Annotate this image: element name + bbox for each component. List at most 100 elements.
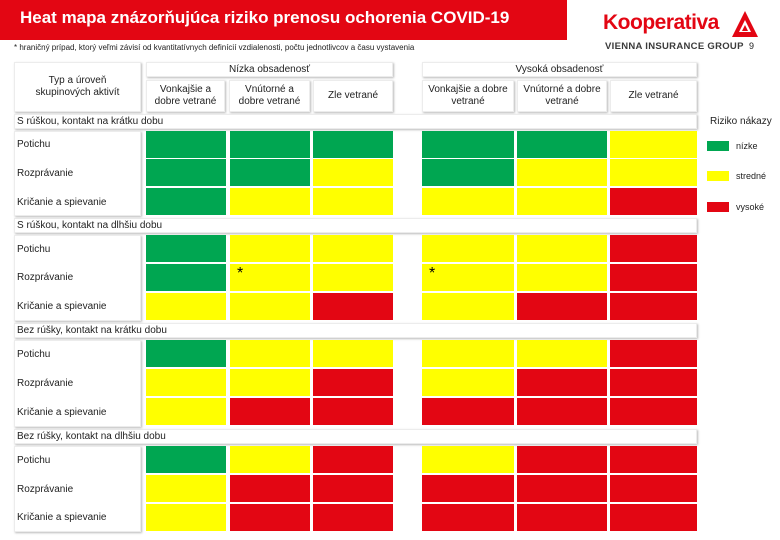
borderline-asterisk: * bbox=[237, 265, 244, 282]
heat-cell bbox=[146, 131, 226, 158]
heat-cell bbox=[422, 475, 514, 502]
heat-cell bbox=[146, 504, 226, 531]
heat-cell bbox=[230, 504, 310, 531]
title-bar bbox=[0, 0, 567, 40]
heat-cell bbox=[422, 159, 514, 186]
heat-cell bbox=[422, 369, 514, 396]
heat-cell bbox=[230, 446, 310, 473]
heat-cell bbox=[422, 188, 514, 215]
col-header-2: Vnútorné a dobre vetrané bbox=[229, 80, 310, 112]
col-header-3: Zle vetrané bbox=[313, 80, 393, 112]
heat-cell bbox=[313, 504, 393, 531]
heat-cell bbox=[313, 340, 393, 367]
heat-cell bbox=[517, 369, 607, 396]
heat-cell bbox=[230, 264, 310, 291]
footnote: * hraničný prípad, ktorý veľmi závisí od… bbox=[14, 43, 415, 52]
row-label: Rozprávanie bbox=[17, 484, 74, 495]
group-label-high: Vysoká obsadenosť bbox=[515, 63, 604, 75]
heat-cell bbox=[610, 235, 697, 262]
heat-cell bbox=[230, 475, 310, 502]
heat-cell bbox=[517, 398, 607, 425]
heat-cell bbox=[146, 340, 226, 367]
heat-cell bbox=[422, 131, 514, 158]
heat-cell bbox=[313, 159, 393, 186]
section-bar-3 bbox=[14, 323, 697, 338]
heat-cell bbox=[146, 293, 226, 320]
heat-cell bbox=[610, 340, 697, 367]
heat-cell bbox=[517, 475, 607, 502]
heat-cell bbox=[146, 264, 226, 291]
col-header-5: Vnútorné a dobre vetrané bbox=[517, 80, 607, 112]
heat-cell bbox=[313, 398, 393, 425]
heat-cell bbox=[610, 293, 697, 320]
legend-title: Riziko nákazy bbox=[710, 116, 772, 127]
heat-cell bbox=[517, 446, 607, 473]
legend-label-high: vysoké bbox=[736, 202, 765, 212]
group-label-low: Nízka obsadenosť bbox=[228, 63, 311, 75]
row-label: Potichu bbox=[17, 139, 51, 150]
borderline-asterisk: * bbox=[429, 265, 436, 282]
row-label-bg bbox=[14, 446, 141, 532]
row-label: Rozprávanie bbox=[17, 378, 74, 389]
heat-cell bbox=[230, 235, 310, 262]
heat-cell bbox=[422, 264, 514, 291]
row-label-bg bbox=[14, 340, 141, 427]
heat-cell bbox=[517, 131, 607, 158]
heat-cell bbox=[230, 293, 310, 320]
heat-cell bbox=[517, 504, 607, 531]
heat-cell bbox=[517, 340, 607, 367]
row-label: Potichu bbox=[17, 349, 51, 360]
page-number: 9 bbox=[749, 41, 755, 51]
heat-cell bbox=[313, 264, 393, 291]
section-bar-4 bbox=[14, 429, 697, 444]
group-header-high: Vysoká obsadenosť bbox=[422, 62, 697, 77]
heat-cell bbox=[422, 235, 514, 262]
logo-wordmark: Kooperativa bbox=[603, 11, 719, 34]
section-label: S rúškou, kontakt na dlhšiu dobu bbox=[17, 220, 163, 231]
heat-cell bbox=[610, 398, 697, 425]
heat-cell bbox=[610, 504, 697, 531]
heat-cell bbox=[146, 159, 226, 186]
heat-cell bbox=[230, 369, 310, 396]
heat-cell bbox=[610, 159, 697, 186]
heat-cell bbox=[313, 131, 393, 158]
heat-cell bbox=[517, 235, 607, 262]
heat-cell bbox=[517, 188, 607, 215]
heat-cell bbox=[422, 293, 514, 320]
row-label: Rozprávanie bbox=[17, 168, 74, 179]
col-header-1: Vonkajšie a dobre vetrané bbox=[146, 80, 225, 112]
heat-cell bbox=[422, 398, 514, 425]
row-label: Rozprávanie bbox=[17, 272, 74, 283]
heat-cell bbox=[313, 235, 393, 262]
logo-tagline: VIENNA INSURANCE GROUP bbox=[605, 41, 744, 52]
legend-swatch-medium bbox=[707, 171, 729, 181]
col-header-4: Vonkajšie a dobre vetrané bbox=[422, 80, 514, 112]
heat-cell bbox=[517, 159, 607, 186]
heat-cell bbox=[313, 188, 393, 215]
row-header-label: Typ a úroveň skupinových aktivít bbox=[35, 75, 120, 98]
heat-cell bbox=[230, 131, 310, 158]
row-label: Potichu bbox=[17, 244, 51, 255]
heat-cell bbox=[230, 188, 310, 215]
row-label: Kričanie a spievanie bbox=[17, 512, 107, 523]
row-label-bg bbox=[14, 235, 141, 321]
heat-cell bbox=[313, 293, 393, 320]
heat-cell bbox=[610, 264, 697, 291]
heat-cell bbox=[146, 235, 226, 262]
heat-cell bbox=[610, 369, 697, 396]
group-header-low: Nízka obsadenosť bbox=[146, 62, 393, 77]
heat-cell bbox=[146, 446, 226, 473]
legend-swatch-low bbox=[707, 141, 729, 151]
heat-cell bbox=[422, 504, 514, 531]
heat-cell bbox=[610, 131, 697, 158]
logo-triangle-icon bbox=[732, 11, 758, 37]
section-bar-2 bbox=[14, 218, 697, 233]
legend-swatch-high bbox=[707, 202, 729, 212]
row-label: Potichu bbox=[17, 455, 51, 466]
heat-cell bbox=[610, 188, 697, 215]
row-label: Kričanie a spievanie bbox=[17, 301, 107, 312]
heat-cell bbox=[517, 293, 607, 320]
legend-label-low: nízke bbox=[736, 141, 758, 151]
section-label: S rúškou, kontakt na krátku dobu bbox=[17, 116, 164, 127]
heat-cell bbox=[146, 188, 226, 215]
